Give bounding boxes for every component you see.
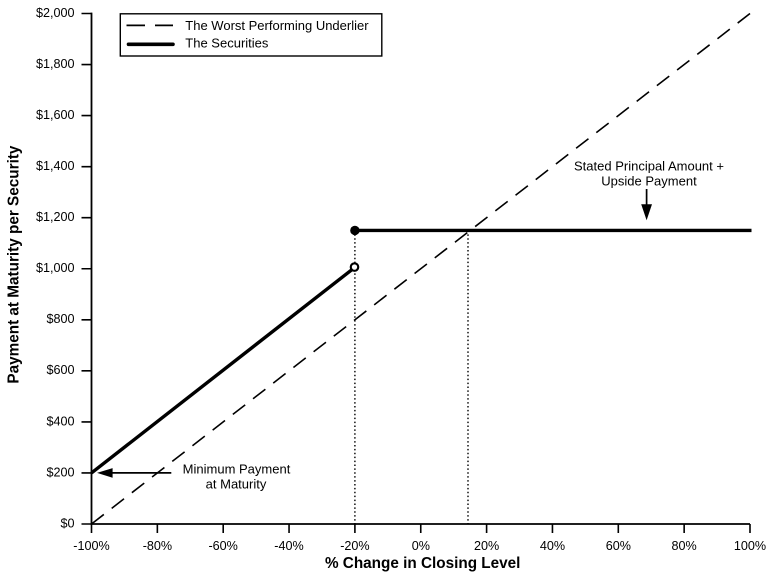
svg-text:Upside Payment: Upside Payment (601, 173, 697, 188)
svg-text:-60%: -60% (208, 539, 237, 553)
svg-text:-40%: -40% (274, 539, 303, 553)
svg-text:60%: 60% (606, 539, 631, 553)
svg-text:$400: $400 (46, 414, 74, 428)
svg-text:$1,000: $1,000 (36, 261, 75, 275)
svg-text:The Securities: The Securities (185, 35, 269, 50)
svg-text:-20%: -20% (340, 539, 369, 553)
svg-text:Payment at Maturity per Securi: Payment at Maturity per Security (6, 145, 23, 384)
svg-text:40%: 40% (540, 539, 565, 553)
svg-text:-80%: -80% (143, 539, 172, 553)
svg-text:100%: 100% (734, 539, 766, 553)
svg-text:The Worst Performing Underlier: The Worst Performing Underlier (185, 18, 369, 33)
svg-text:$2,000: $2,000 (36, 6, 75, 20)
svg-text:at Maturity: at Maturity (206, 477, 267, 492)
svg-text:% Change in Closing Level: % Change in Closing Level (325, 555, 521, 572)
svg-text:-100%: -100% (73, 539, 109, 553)
svg-text:0%: 0% (412, 539, 430, 553)
svg-text:$1,800: $1,800 (36, 57, 75, 71)
svg-text:80%: 80% (671, 539, 696, 553)
svg-text:$600: $600 (46, 363, 74, 377)
svg-text:$0: $0 (60, 516, 74, 530)
svg-text:$1,600: $1,600 (36, 108, 75, 122)
svg-text:20%: 20% (474, 539, 499, 553)
svg-text:$200: $200 (46, 465, 74, 479)
svg-text:$1,200: $1,200 (36, 210, 75, 224)
svg-text:$800: $800 (46, 312, 74, 326)
svg-text:Stated Principal Amount +: Stated Principal Amount + (574, 158, 724, 173)
svg-text:Minimum Payment: Minimum Payment (183, 461, 291, 476)
svg-text:$1,400: $1,400 (36, 159, 75, 173)
